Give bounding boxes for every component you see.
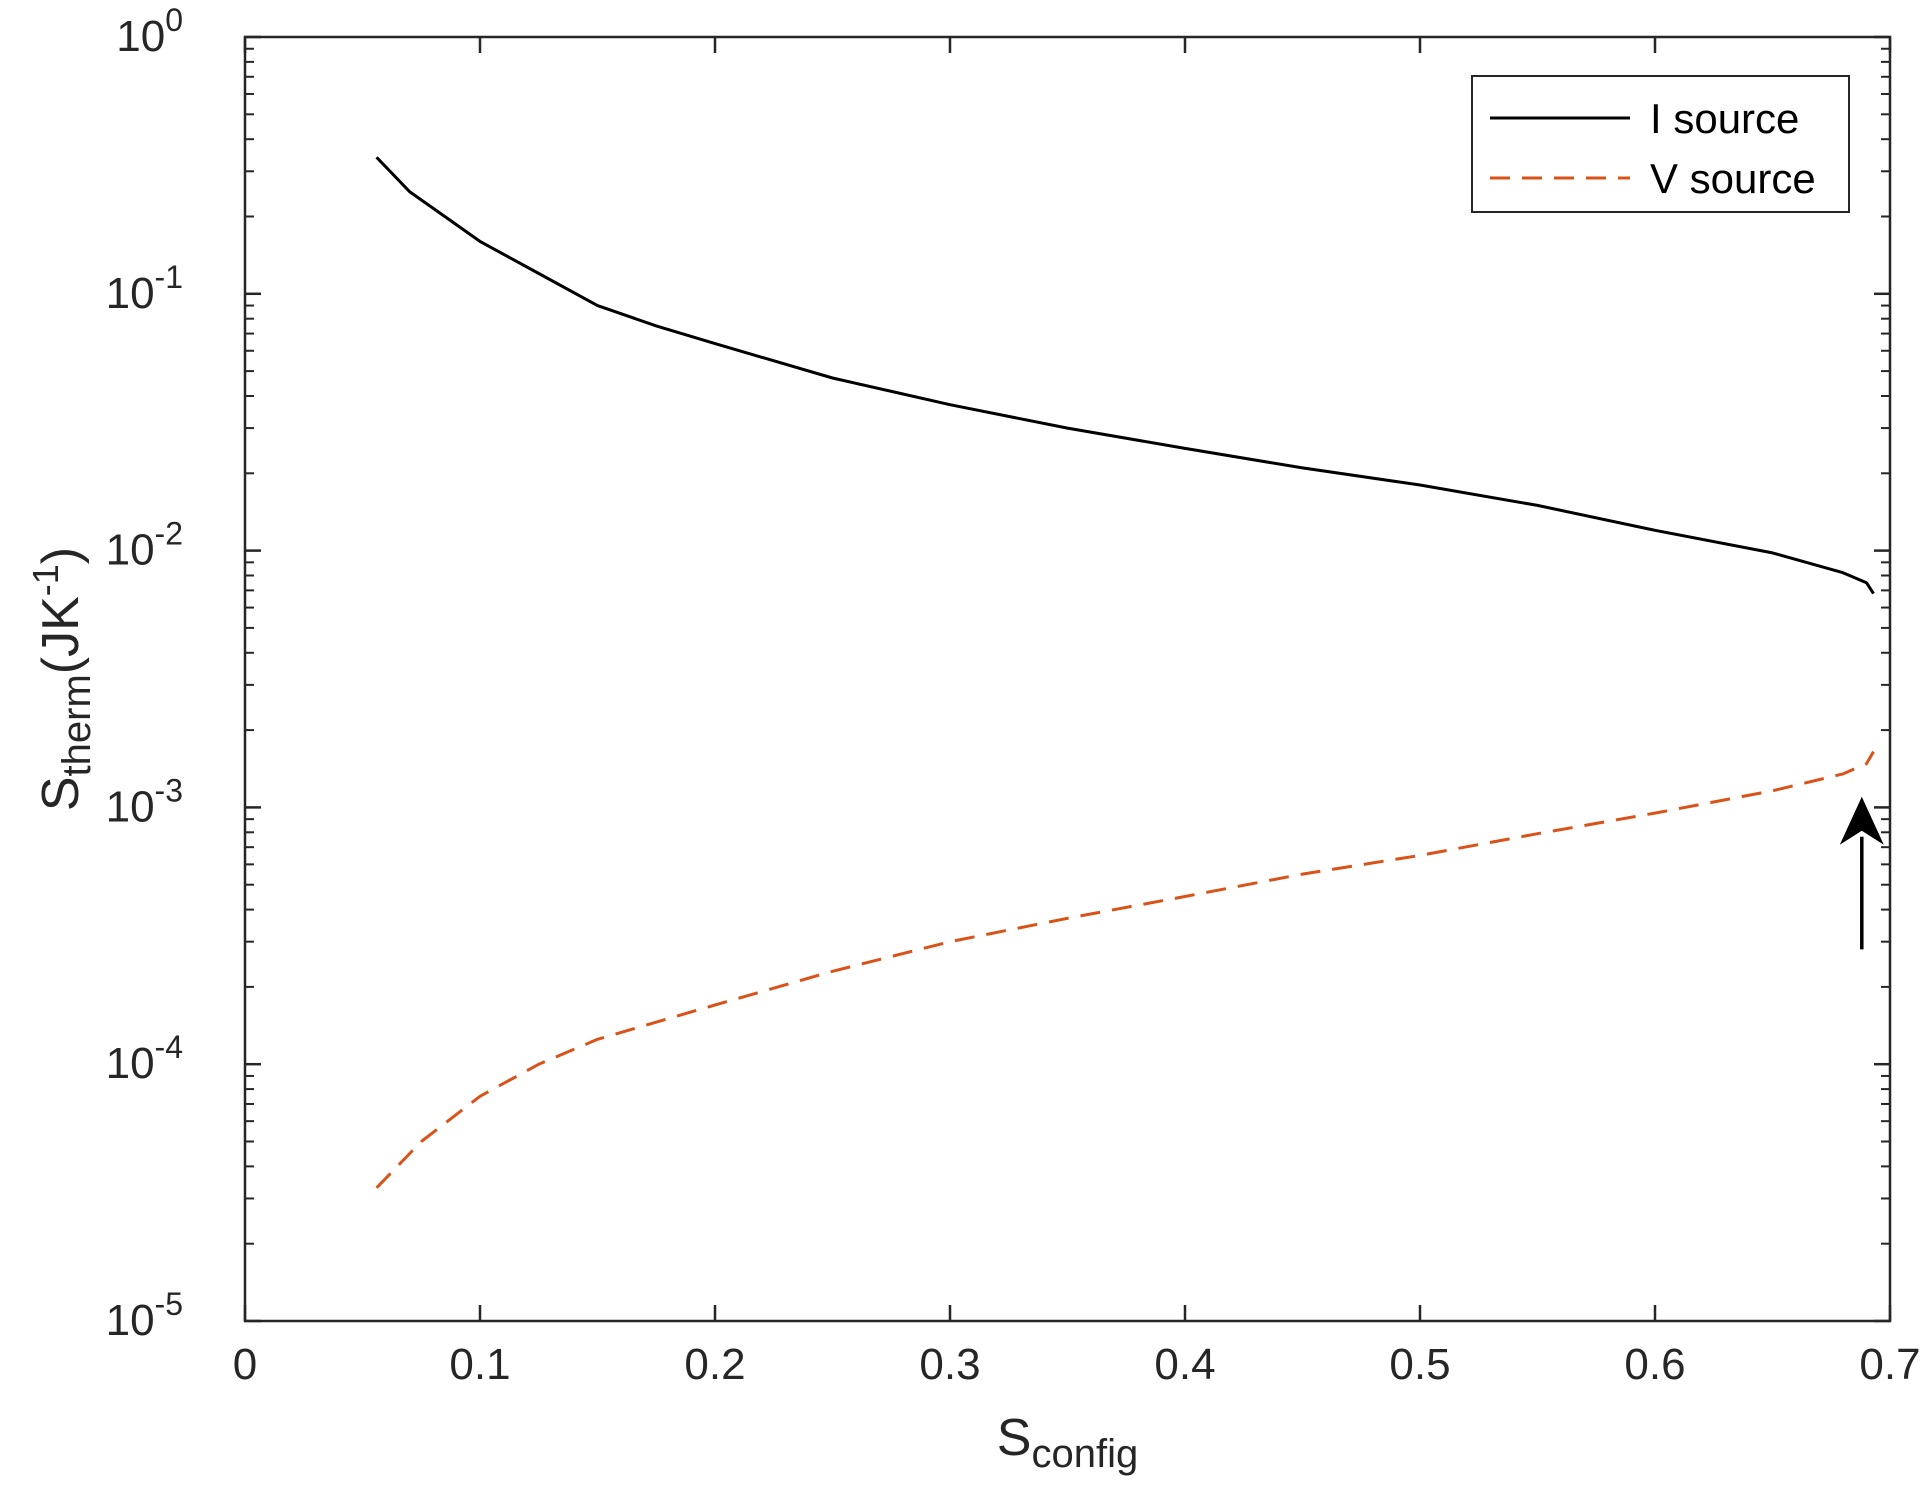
x-tick-label-5: 0.5: [1389, 1340, 1450, 1389]
axes-frame: [243, 35, 1892, 1323]
x-tick-label-0: 0: [233, 1340, 257, 1389]
y-tick-label-exp-3: -3: [155, 772, 183, 808]
x-axis-label-main: S: [997, 1409, 1032, 1467]
y-tick-label-exp-5: -5: [155, 1286, 183, 1322]
y-tick-label-base-3: 10: [106, 782, 155, 831]
y-tick-label-exp-0: 0: [165, 2, 183, 38]
y-tick-label-0: 100: [116, 2, 183, 61]
plot-background: [245, 37, 1890, 1321]
y-axis-label-main: S: [32, 776, 90, 811]
y-tick-label-1: 10-1: [106, 259, 183, 318]
annotation-layer: [1839, 796, 1884, 950]
axis-labels: Sconfig Stherm(JK-1): [25, 547, 1139, 1476]
y-tick-label-4: 10-4: [106, 1029, 183, 1088]
y-axis-label-unit-pre: (JK: [32, 596, 90, 674]
y-tick-label-exp-1: -1: [155, 259, 183, 295]
series-line-0: [375, 156, 1875, 595]
y-axis-label-unit-sup: -1: [25, 564, 66, 596]
series-line-1: [375, 750, 1875, 1189]
series-layer: [375, 156, 1875, 1189]
legend-label-1: V source: [1650, 155, 1816, 202]
y-tick-label-base-2: 10: [106, 526, 155, 575]
y-tick-label-base-1: 10: [106, 269, 155, 318]
x-axis-label-sub: config: [1031, 1432, 1138, 1476]
x-tick-label-2: 0.2: [684, 1340, 745, 1389]
x-tick-label-6: 0.6: [1624, 1340, 1685, 1389]
axes: 0 0.1 0.2 0.3 0.4 0.5 0.6 0.710010-110-210-310-…: [106, 2, 1921, 1389]
y-tick-label-2: 10-2: [106, 516, 183, 575]
y-tick-label-base-5: 10: [106, 1296, 155, 1345]
x-axis-label: Sconfig: [997, 1409, 1138, 1476]
y-axis-label-unit-post: ): [32, 547, 90, 564]
legend-box: [1471, 75, 1850, 213]
legend: I source V source: [1471, 75, 1850, 213]
y-tick-label-exp-2: -2: [155, 516, 183, 552]
x-tick-label-7: 0.7: [1859, 1340, 1920, 1389]
plot-area: [245, 37, 1890, 1321]
x-tick-label-3: 0.3: [919, 1340, 980, 1389]
y-axis-label: Stherm(JK-1): [25, 547, 100, 811]
legend-label-0: I source: [1650, 95, 1799, 142]
x-tick-label-4: 0.4: [1154, 1340, 1215, 1389]
y-tick-label-exp-4: -4: [155, 1029, 183, 1065]
y-tick-label-base-4: 10: [106, 1039, 155, 1088]
y-tick-label-3: 10-3: [106, 772, 183, 831]
y-tick-label-5: 10-5: [106, 1286, 183, 1345]
y-tick-label-base-0: 10: [116, 12, 165, 61]
annotation-arrow-head-0: [1839, 796, 1884, 845]
x-tick-label-1: 0.1: [449, 1340, 510, 1389]
y-axis-label-sub: therm: [55, 674, 99, 776]
